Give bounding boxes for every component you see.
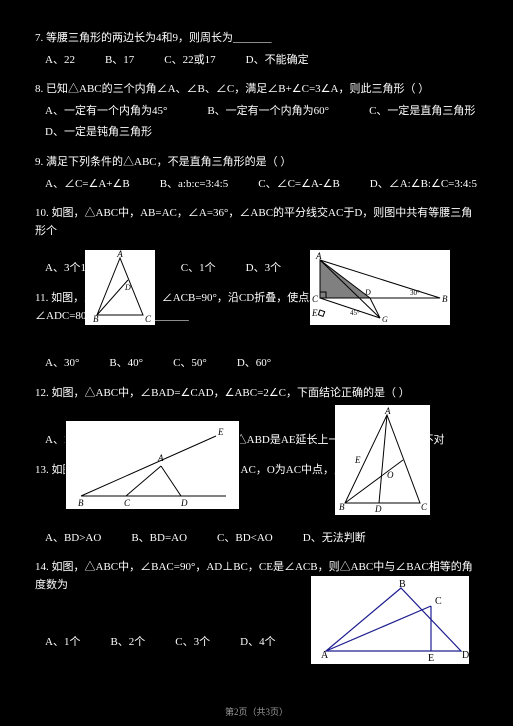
q8-options: A、一定有一个内角为45° B、一定有一个内角为60° C、一定是直角三角形 D…: [45, 103, 478, 142]
fig12-label-a: A: [157, 453, 164, 463]
fig11-label-d: D: [364, 288, 371, 297]
fig13-label-e: E: [354, 455, 361, 465]
q10-body: 如图，△ABC中，AB=AC，∠A=36°，∠ABC的平分线交AC于D，则图中共…: [35, 207, 472, 237]
fig11-label-45: 45°: [350, 309, 360, 317]
fig14-label-b: B: [399, 579, 406, 590]
fig11-label-c: C: [312, 294, 319, 304]
fig13-label-b: B: [339, 502, 345, 512]
fig10-label-d: D: [124, 283, 131, 292]
figure-q14: A B C D E: [310, 575, 470, 665]
question-9: 9. 满足下列条件的△ABC，不是直角三角形的是（ ） A、∠C=∠A+∠B B…: [35, 154, 478, 193]
fig11-label-g: G: [382, 315, 388, 324]
q8-opt-a: A、一定有一个内角为45°: [45, 103, 167, 121]
q11-options: A、30° B、40° C、50° D、60°: [45, 355, 478, 373]
q13-opt-d: D、无法判断: [303, 530, 366, 548]
fig14-label-d: D: [462, 650, 469, 661]
q7-opt-d: D、不能确定: [246, 52, 309, 70]
q11-num: 11: [35, 292, 46, 304]
q14-opt-a: A、1个: [45, 634, 80, 652]
q13-num: 13: [35, 464, 46, 476]
fig10-label-a: A: [116, 250, 123, 259]
q8-opt-c: C、一定是直角三角形: [369, 103, 475, 121]
q14-opt-b: B、2个: [110, 634, 145, 652]
q11-opt-d: D、60°: [237, 355, 271, 373]
q9-body: 满足下列条件的△ABC，不是直角三角形的是（ ）: [46, 156, 291, 168]
figure-q13: A B C D E O: [335, 405, 430, 515]
q13-opt-c: C、BD<AO: [217, 530, 273, 548]
q7-opt-c: C、22或17: [164, 52, 215, 70]
fig12-label-c: C: [124, 498, 131, 508]
fig12-label-d: D: [180, 498, 188, 508]
q9-opt-a: A、∠C=∠A+∠B: [45, 176, 130, 194]
q7-options: A、22 B、17 C、22或17 D、不能确定: [45, 52, 478, 70]
figure-q10: A B C D: [85, 250, 155, 325]
q10-num: 10: [35, 207, 46, 219]
q8-text: 8. 已知△ABC的三个内角∠A、∠B、∠C，满足∠B+∠C=3∠A，则此三角形…: [35, 81, 478, 99]
q10-text: 10. 如图，△ABC中，AB=AC，∠A=36°，∠ABC的平分线交AC于D，…: [35, 205, 478, 240]
fig10-label-c: C: [145, 314, 152, 324]
q10-opt-d: D、3个: [246, 260, 281, 278]
fig13-label-d: D: [374, 504, 382, 514]
fig13-label-c: C: [421, 502, 428, 512]
fig11-label-a: A: [315, 251, 322, 261]
fig14-label-e: E: [428, 653, 434, 664]
q13-opt-a: A、BD>AO: [45, 530, 101, 548]
q7-opt-b: B、17: [105, 52, 134, 70]
q8-body: 已知△ABC的三个内角∠A、∠B、∠C，满足∠B+∠C=3∠A，则此三角形（ ）: [46, 83, 429, 95]
q8-opt-d: D、一定是钝角三角形: [45, 124, 152, 142]
fig14-label-a: A: [321, 650, 329, 661]
fig13-label-o: O: [387, 470, 394, 480]
q13-options: A、BD>AO B、BD=AO C、BD<AO D、无法判断: [45, 530, 478, 548]
q12-text: 12. 如图，△ABC中，∠BAD=∠CAD，∠ABC=2∠C，下面结论正确的是…: [35, 385, 478, 403]
fig11-label-b: B: [442, 294, 448, 304]
q14-num: 14: [35, 561, 46, 573]
q10-opt-a: A、3个1: [45, 260, 86, 278]
q7-num: 7: [35, 32, 41, 44]
q10-opt-c: C、1个: [181, 260, 216, 278]
q12-num: 12: [35, 387, 46, 399]
q7-body: 等腰三角形的两边长为4和9，则周长为_______: [46, 32, 272, 44]
fig11-label-e: E: [311, 308, 318, 318]
q9-opt-d: D、∠A:∠B:∠C=3:4:5: [370, 176, 477, 194]
fig13-label-a: A: [384, 406, 391, 416]
q11-opt-a: A、30°: [45, 355, 79, 373]
question-8: 8. 已知△ABC的三个内角∠A、∠B、∠C，满足∠B+∠C=3∠A，则此三角形…: [35, 81, 478, 142]
question-7: 7. 等腰三角形的两边长为4和9，则周长为_______ A、22 B、17 C…: [35, 30, 478, 69]
fig12-label-e: E: [217, 427, 224, 437]
q9-opt-c: C、∠C=∠A-∠B: [258, 176, 340, 194]
q9-opt-b: B、a:b:c=3:4:5: [160, 176, 229, 194]
q13-opt-b: B、BD=AO: [131, 530, 187, 548]
q9-num: 9: [35, 156, 41, 168]
q7-opt-a: A、22: [45, 52, 75, 70]
q11-opt-b: B、40°: [109, 355, 143, 373]
fig11-label-30: 30°: [410, 289, 420, 297]
q11-opt-c: C、50°: [173, 355, 207, 373]
q9-options: A、∠C=∠A+∠B B、a:b:c=3:4:5 C、∠C=∠A-∠B D、∠A…: [45, 176, 478, 194]
q9-text: 9. 满足下列条件的△ABC，不是直角三角形的是（ ）: [35, 154, 478, 172]
fig12-label-b: B: [78, 498, 84, 508]
q14-opt-d: D、4个: [240, 634, 275, 652]
q12-body: 如图，△ABC中，∠BAD=∠CAD，∠ABC=2∠C，下面结论正确的是（ ）: [52, 387, 410, 399]
fig10-label-b: B: [93, 314, 99, 324]
q7-text: 7. 等腰三角形的两边长为4和9，则周长为_______: [35, 30, 478, 48]
q14-opt-c: C、3个: [175, 634, 210, 652]
figure-q12: B C D A E: [65, 420, 240, 510]
q8-opt-b: B、一定有一个内角为60°: [207, 103, 329, 121]
q8-num: 8: [35, 83, 41, 95]
figure-q11: A B C D E G 30° 45°: [310, 250, 450, 325]
fig14-label-c: C: [435, 596, 442, 607]
page-footer: 第2页（共3页）: [0, 705, 513, 718]
